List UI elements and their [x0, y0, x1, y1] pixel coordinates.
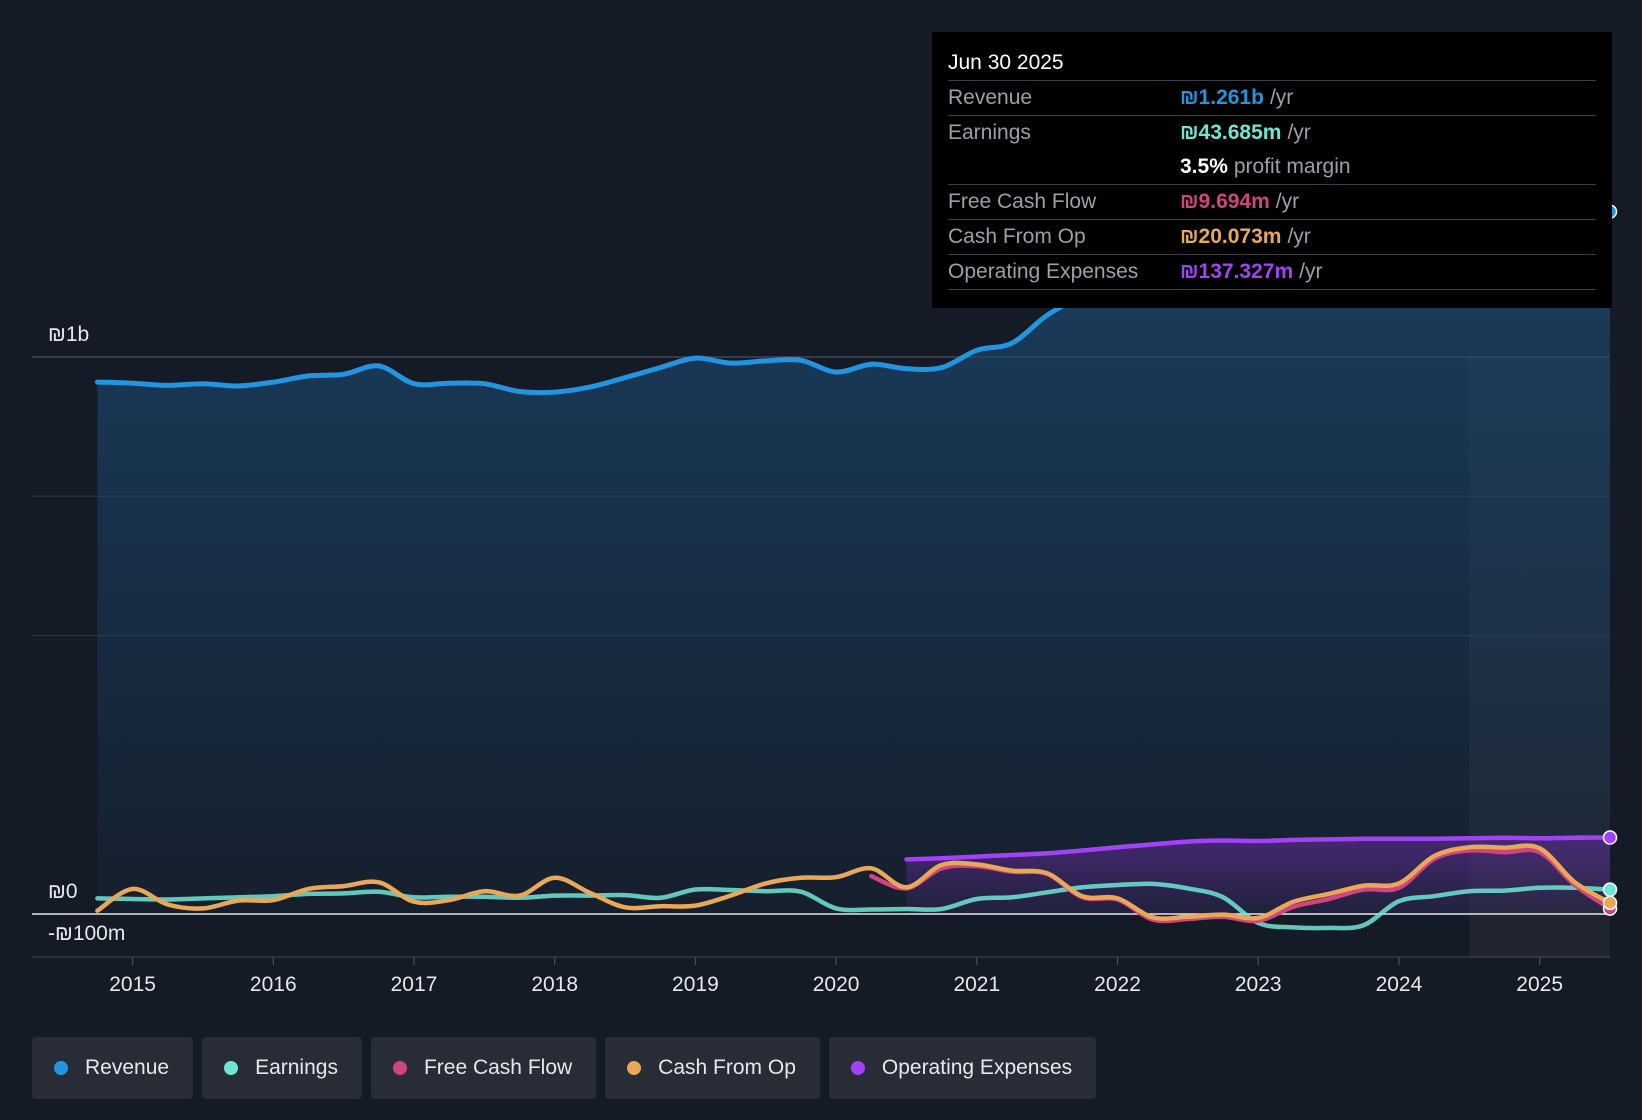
tooltip-label: Revenue — [948, 86, 1033, 109]
legend-label: Cash From Op — [658, 1056, 796, 1079]
revenue-area — [97, 211, 1610, 915]
x-tick-label: 2022 — [1094, 973, 1141, 996]
tooltip-value: ₪137.327m — [1180, 260, 1294, 283]
series-areas — [97, 211, 1610, 915]
x-tick-label: 2016 — [250, 973, 297, 996]
tooltip-value: ₪1.261b — [1180, 86, 1264, 109]
tooltip-row-fcf: Free Cash Flow ₪9.694m /yr — [948, 185, 1596, 220]
tooltip-row-earnings: Earnings ₪43.685m /yr — [948, 116, 1596, 150]
tooltip-value: ₪9.694m — [1180, 190, 1270, 213]
x-axis: 2015 2016 2017 2018 2019 2020 2021 2022 2023 2024… — [109, 957, 1563, 996]
tooltip-row-cfo: Cash From Op ₪20.073m /yr — [948, 220, 1596, 255]
x-tick-label: 2015 — [109, 973, 156, 996]
tooltip-label: Cash From Op — [948, 225, 1086, 248]
tooltip-label: Earnings — [948, 121, 1031, 144]
tooltip-value: ₪43.685m — [1180, 121, 1282, 144]
legend-label: Revenue — [85, 1056, 170, 1079]
tooltip-date: Jun 30 2025 — [948, 48, 1596, 81]
legend-item-operating-expenses[interactable]: Operating Expenses — [828, 1037, 1097, 1099]
chart-legend: Revenue Earnings Free Cash Flow Cash Fro… — [32, 1037, 1097, 1099]
legend-item-cash-from-op[interactable]: Cash From Op — [605, 1037, 820, 1099]
tooltip-row-opex: Operating Expenses ₪137.327m /yr — [948, 255, 1596, 290]
tooltip-unit: /yr — [1287, 121, 1311, 144]
tooltip-label: Free Cash Flow — [948, 190, 1097, 213]
y-tick-label: ₪0 — [48, 880, 78, 903]
tooltip-label — [948, 150, 1180, 184]
legend-label: Operating Expenses — [881, 1056, 1073, 1079]
earnings-end-marker — [1602, 882, 1618, 897]
tooltip-unit: /yr — [1299, 260, 1323, 283]
x-tick-label: 2020 — [813, 973, 860, 996]
earnings-line — [95, 881, 1613, 931]
tooltip-value: ₪20.073m — [1180, 225, 1282, 248]
tooltip-unit: /yr — [1269, 86, 1294, 109]
x-tick-label: 2019 — [672, 973, 719, 996]
tooltip-label: Operating Expenses — [948, 260, 1139, 283]
y-axis-labels: ₪1b ₪0 -₪100m — [48, 323, 125, 945]
legend-item-free-cash-flow[interactable]: Free Cash Flow — [370, 1037, 597, 1099]
legend-dot-icon — [54, 1061, 68, 1075]
y-tick-label: ₪1b — [48, 323, 89, 346]
x-tick-label: 2025 — [1516, 973, 1563, 996]
cash-from-op-line — [95, 843, 1613, 921]
x-tick-label: 2018 — [531, 973, 578, 996]
x-tick-label: 2023 — [1235, 973, 1282, 996]
operating-expenses-end-marker — [1602, 830, 1618, 845]
legend-item-earnings[interactable]: Earnings — [202, 1037, 362, 1099]
tooltip-unit: /yr — [1287, 225, 1311, 248]
legend-item-revenue[interactable]: Revenue — [32, 1037, 194, 1099]
tooltip-value: 3.5% — [1180, 155, 1228, 178]
tooltip-row-revenue: Revenue ₪1.261b /yr — [948, 81, 1596, 116]
legend-dot-icon — [627, 1061, 642, 1075]
legend-label: Earnings — [255, 1056, 338, 1079]
legend-dot-icon — [392, 1061, 407, 1075]
financial-line-chart: ₪1b ₪0 -₪100m 2015 2016 2017 2018 2019 2020 2021… — [32, 204, 1618, 996]
tooltip-unit: profit margin — [1233, 155, 1351, 178]
legend-dot-icon — [850, 1061, 865, 1075]
tooltip-unit: /yr — [1275, 190, 1300, 213]
legend-dot-icon — [224, 1061, 239, 1075]
operating-expenses-line — [904, 835, 1613, 862]
y-tick-label: -₪100m — [48, 922, 125, 945]
tooltip-row-margin: 3.5% profit margin — [948, 150, 1596, 185]
x-tick-label: 2017 — [391, 973, 438, 996]
cash-from-op-end-marker — [1602, 895, 1618, 911]
data-tooltip: Jun 30 2025 Revenue ₪1.261b /yr Earnings… — [932, 32, 1612, 308]
x-tick-label: 2021 — [953, 973, 1000, 996]
legend-label: Free Cash Flow — [423, 1056, 573, 1079]
x-tick-label: 2024 — [1376, 973, 1423, 996]
